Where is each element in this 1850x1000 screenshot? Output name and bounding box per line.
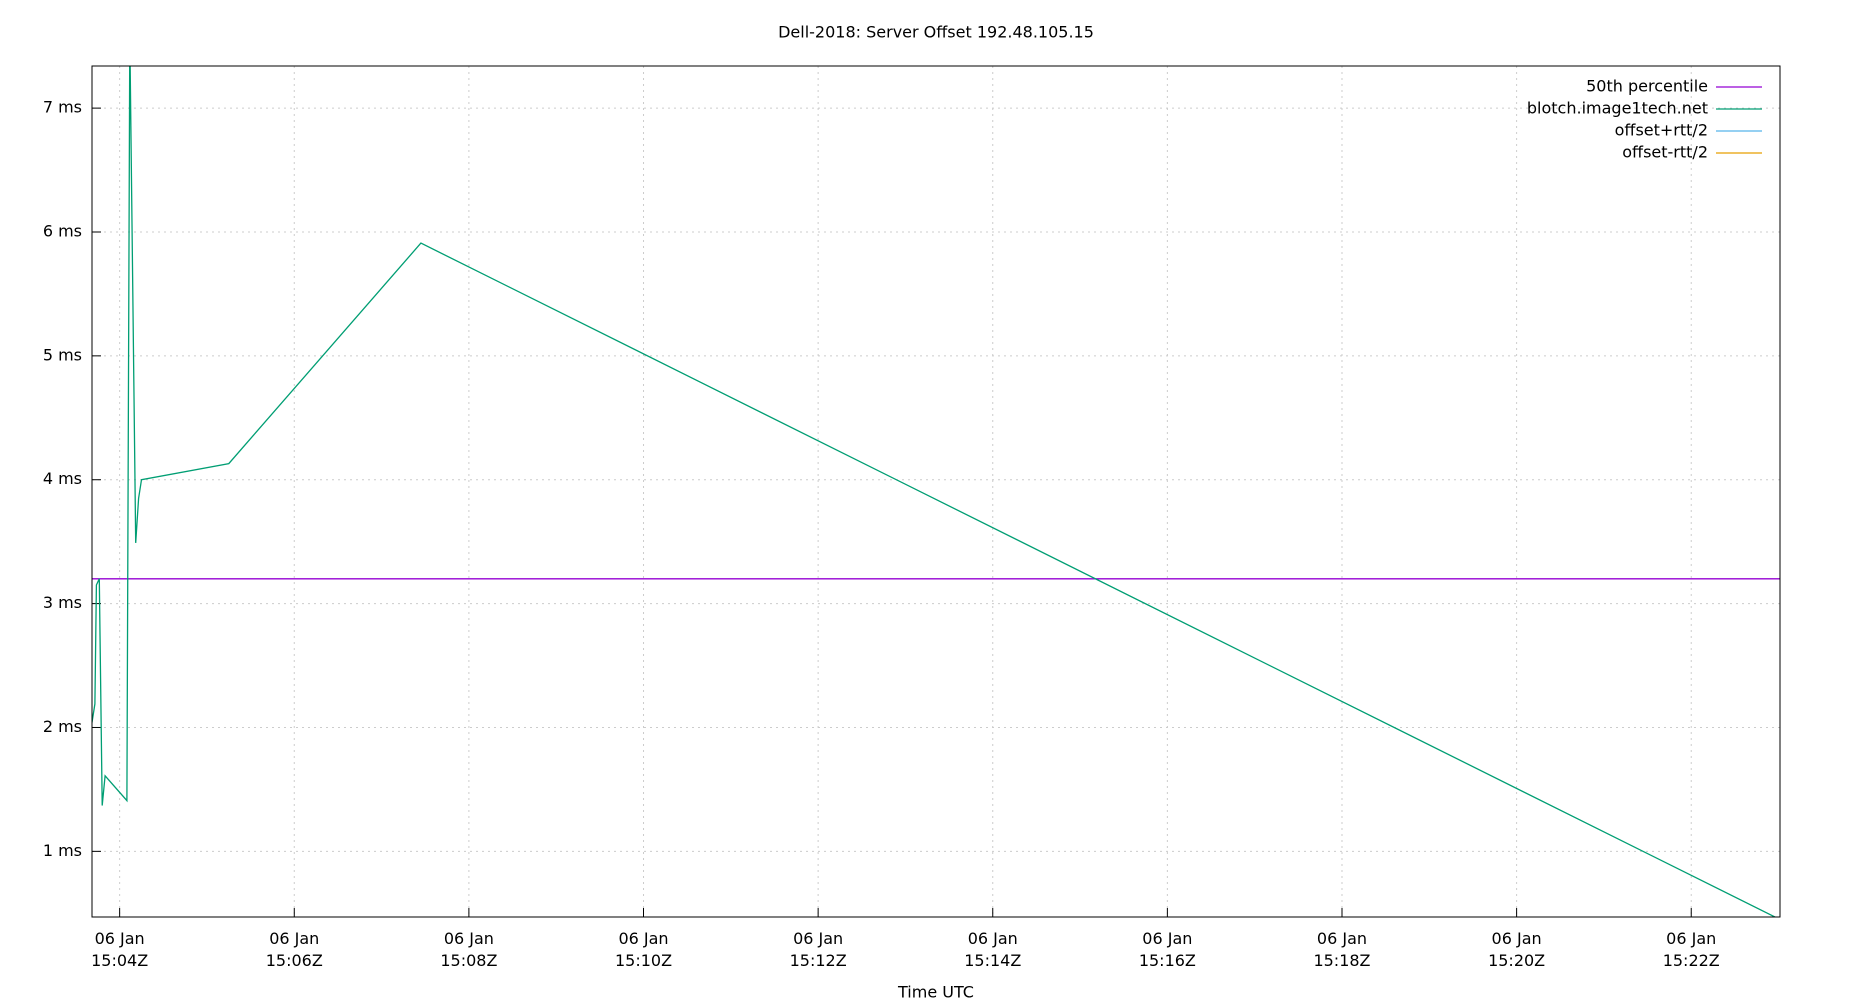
legend-label: 50th percentile — [1586, 77, 1708, 96]
chart-title: Dell-2018: Server Offset 192.48.105.15 — [778, 23, 1094, 42]
plot-frame — [91, 65, 1781, 918]
y-tick-label: 5 ms — [43, 345, 82, 364]
legend: 50th percentile blotch.image1tech.net offs… — [1527, 77, 1762, 162]
legend-label: blotch.image1tech.net — [1527, 99, 1708, 118]
x-tick-label: 06 Jan 15:08Z — [440, 929, 498, 970]
x-tick-label: 06 Jan 15:16Z — [1138, 929, 1196, 970]
y-tick-label: 3 ms — [43, 593, 82, 612]
y-tick-label: 4 ms — [43, 469, 82, 488]
x-tick-label: 06 Jan 15:14Z — [964, 929, 1022, 970]
y-tick-label: 1 ms — [43, 841, 82, 860]
x-tick-label: 06 Jan 15:22Z — [1662, 929, 1720, 970]
legend-label: offset+rtt/2 — [1615, 121, 1708, 140]
x-axis-label: Time UTC — [897, 983, 974, 1000]
grid — [92, 66, 1780, 917]
x-tick-label: 06 Jan 15:18Z — [1313, 929, 1371, 970]
x-tick-label: 06 Jan 15:06Z — [265, 929, 323, 970]
x-tick-label: 06 Jan 15:10Z — [614, 929, 673, 970]
legend-label: offset-rtt/2 — [1622, 143, 1708, 162]
y-tick-label: 2 ms — [43, 717, 82, 736]
y-tick-label: 6 ms — [43, 221, 82, 240]
plot — [92, 66, 1780, 917]
x-tick-label: 06 Jan 15:12Z — [789, 929, 847, 970]
x-tick-label: 06 Jan 15:20Z — [1488, 929, 1546, 970]
y-tick-label: 7 ms — [43, 98, 82, 117]
series-line — [92, 66, 1777, 917]
x-tick-label: 06 Jan 15:04Z — [91, 929, 149, 970]
